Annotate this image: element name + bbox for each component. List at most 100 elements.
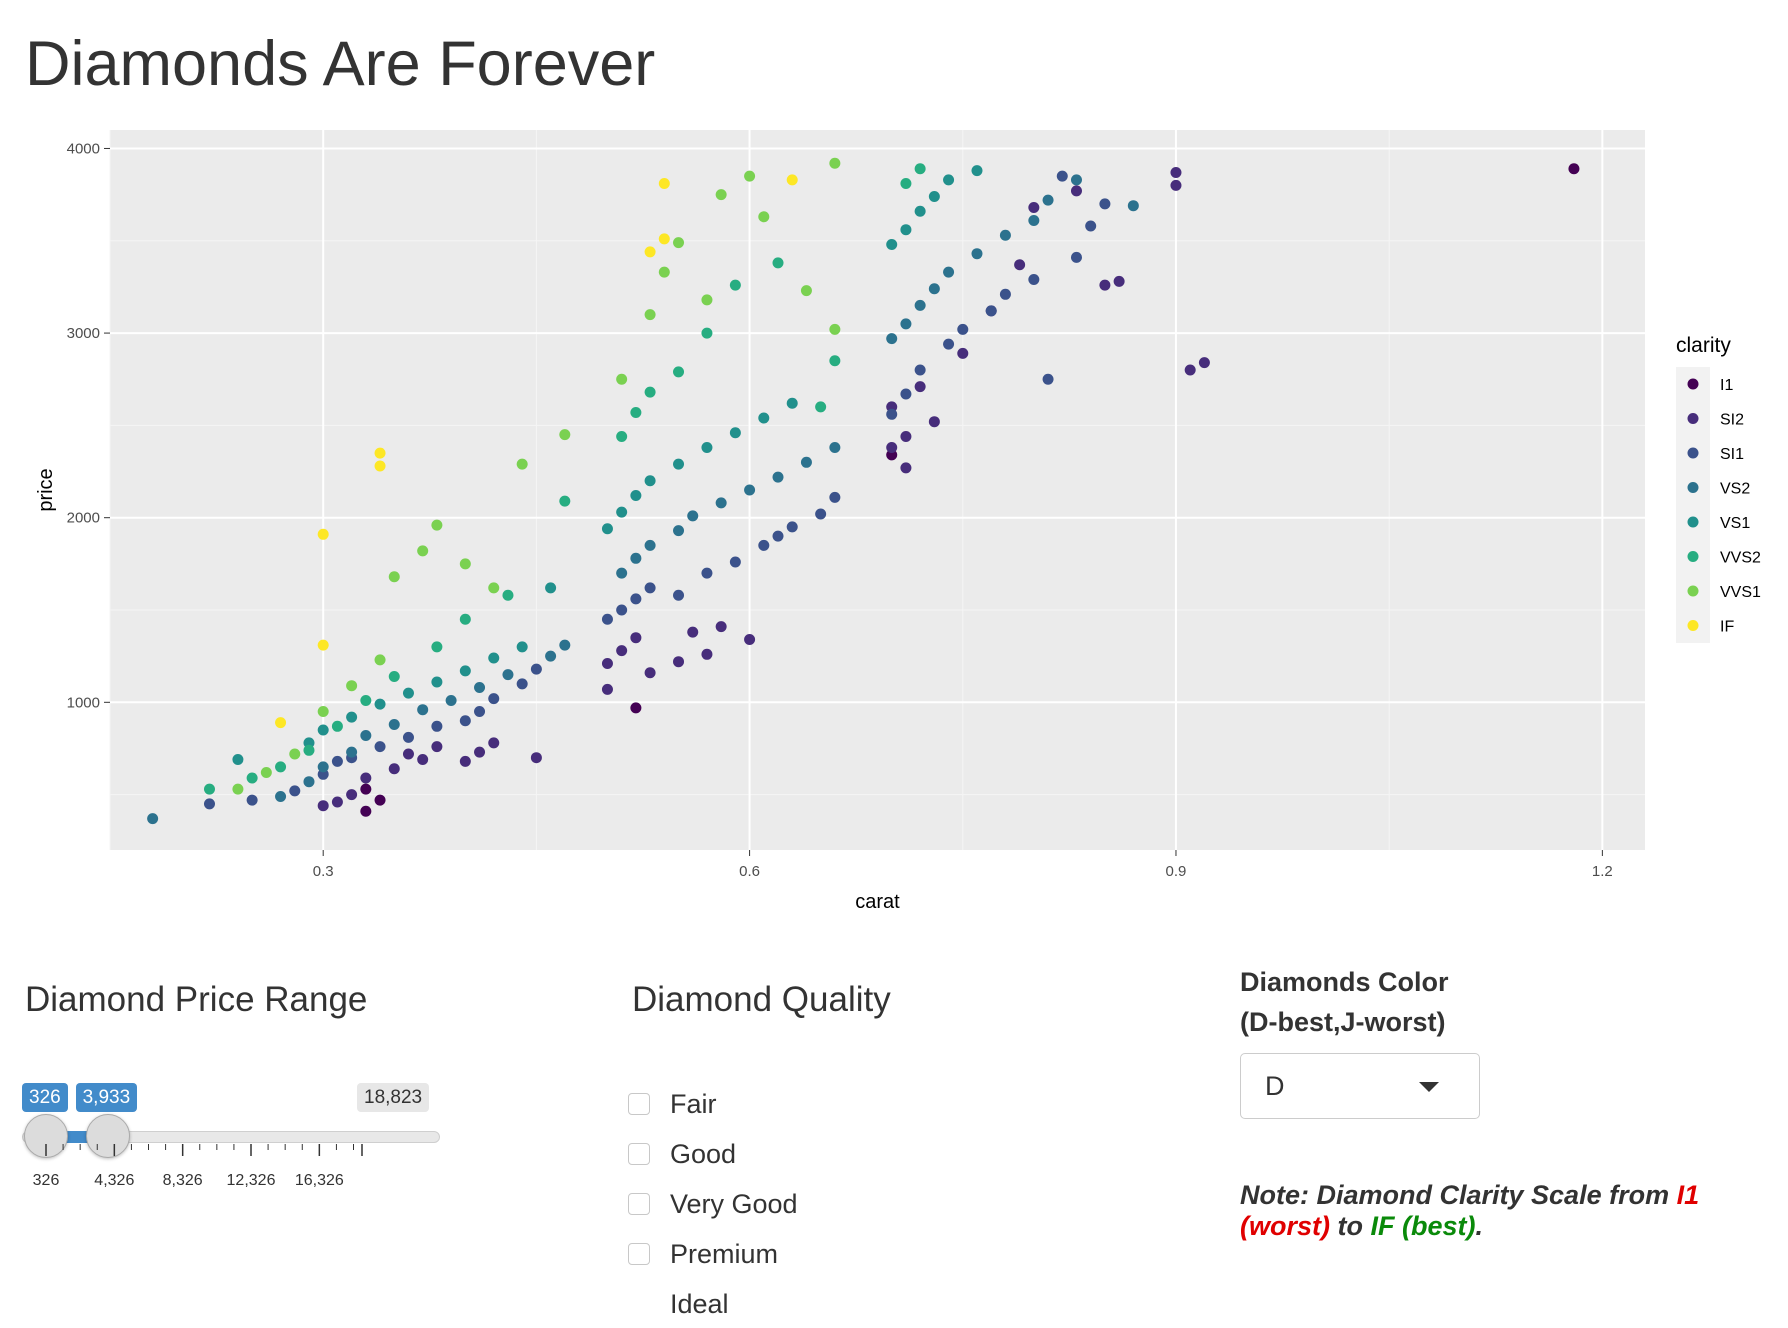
data-point-vvs2 (815, 401, 827, 413)
data-point-si1 (644, 582, 656, 594)
data-point-vvs1 (758, 211, 770, 223)
data-point-si1 (1042, 373, 1054, 385)
data-point-si2 (331, 796, 343, 808)
data-point-vs2 (928, 283, 940, 295)
checkbox[interactable] (628, 1093, 650, 1115)
data-point-vvs2 (275, 761, 287, 773)
data-point-vvs2 (331, 720, 343, 732)
data-point-vvs2 (644, 386, 656, 398)
data-point-vvs1 (673, 237, 685, 249)
data-point-vvs2 (914, 163, 926, 175)
checkbox-label: Premium (670, 1238, 779, 1269)
data-point-si2 (644, 667, 656, 679)
data-point-si2 (616, 645, 628, 657)
data-point-vvs1 (559, 429, 571, 441)
checkbox-label: Fair (670, 1088, 717, 1119)
slider-tick-label: 16,326 (294, 1172, 344, 1189)
quality-option-ideal[interactable]: Ideal (628, 1286, 729, 1322)
data-point-si1 (1099, 198, 1111, 210)
data-point-vs1 (928, 190, 940, 202)
data-point-if (317, 528, 329, 540)
legend-label: I1 (1720, 377, 1733, 394)
checkbox[interactable] (628, 1193, 650, 1215)
data-point-vs2 (1127, 200, 1139, 212)
slider-to-handle[interactable] (85, 1114, 130, 1158)
data-point-vs2 (999, 229, 1011, 241)
data-point-vs2 (502, 669, 514, 681)
data-point-vs2 (886, 333, 898, 345)
clarity-note: Note: Diamond Clarity Scale from I1 (wor… (1240, 1180, 1760, 1242)
data-point-vs2 (275, 790, 287, 802)
data-point-vs2 (1042, 194, 1054, 206)
data-point-si2 (1070, 185, 1082, 197)
color-select[interactable]: D (1240, 1053, 1480, 1119)
slider-tick-label: 8,326 (162, 1172, 203, 1189)
data-point-si2 (417, 754, 429, 766)
data-point-vs2 (744, 484, 756, 496)
legend-key-vvs2 (1687, 551, 1699, 562)
data-point-si1 (1070, 251, 1082, 263)
legend-key-if (1687, 620, 1699, 631)
data-point-si1 (900, 388, 912, 400)
data-point-si1 (886, 408, 898, 420)
slider-tick-label: 4,326 (94, 1172, 135, 1189)
data-point-if (275, 717, 287, 729)
data-point-vvs1 (516, 458, 528, 470)
slider-ticks (45, 1144, 363, 1156)
data-point-if (644, 246, 656, 258)
data-point-vs2 (630, 552, 642, 564)
data-point-vvs1 (701, 294, 713, 306)
data-point-vvs2 (502, 589, 514, 601)
data-point-if (374, 460, 386, 472)
quality-option-good[interactable]: Good (628, 1136, 736, 1172)
data-point-si1 (203, 798, 215, 810)
data-point-si1 (616, 604, 628, 616)
quality-option-very-good[interactable]: Very Good (628, 1186, 798, 1222)
checkbox[interactable] (628, 1143, 650, 1165)
data-point-vs2 (317, 761, 329, 773)
data-point-vs1 (701, 442, 713, 454)
data-point-vvs2 (559, 495, 571, 507)
quality-option-premium[interactable]: Premium (628, 1236, 778, 1272)
data-point-vvs2 (203, 783, 215, 795)
note-best-text: (best) (1402, 1211, 1476, 1241)
data-point-vs1 (673, 458, 685, 470)
data-point-si2 (488, 737, 500, 749)
legend-title: clarity (1676, 334, 1731, 357)
data-point-vvs1 (488, 582, 500, 594)
data-point-si2 (601, 658, 613, 670)
data-point-vs1 (232, 754, 244, 766)
data-point-vs1 (601, 523, 613, 535)
data-point-vs2 (914, 299, 926, 311)
price-range-slider[interactable]: 326 3,933 18,823 326 4,326 8,326 12,326 16,3… (20, 1080, 440, 1200)
data-point-if (658, 233, 670, 245)
x-axis-label: carat (855, 891, 900, 913)
data-point-si1 (729, 556, 741, 568)
data-point-vvs1 (459, 558, 471, 570)
checkbox[interactable] (628, 1243, 650, 1265)
data-point-vvs2 (459, 613, 471, 625)
legend-key-background (1676, 367, 1710, 643)
data-point-vs2 (346, 746, 358, 758)
data-point-vvs1 (346, 680, 358, 692)
data-point-si2 (886, 442, 898, 454)
quality-option-fair[interactable]: Fair (628, 1086, 717, 1122)
data-point-si1 (459, 715, 471, 727)
data-point-si2 (388, 763, 400, 775)
x-tick-label: 0.9 (1166, 863, 1187, 880)
data-point-si1 (673, 589, 685, 601)
legend-key-si1 (1687, 447, 1699, 459)
data-point-si2 (1184, 364, 1196, 376)
data-point-vvs2 (829, 355, 841, 367)
legend-key-i1 (1687, 378, 1699, 390)
data-point-vvs1 (431, 519, 443, 531)
data-point-vs1 (374, 698, 386, 710)
data-point-si1 (530, 663, 542, 675)
data-point-si1 (474, 706, 486, 718)
data-point-vvs2 (303, 744, 315, 756)
legend-label: VVS2 (1720, 550, 1761, 567)
data-point-vs2 (800, 456, 812, 468)
data-point-vs2 (147, 813, 159, 825)
data-point-si2 (630, 632, 642, 644)
page-title: Diamonds Are Forever (25, 29, 656, 99)
